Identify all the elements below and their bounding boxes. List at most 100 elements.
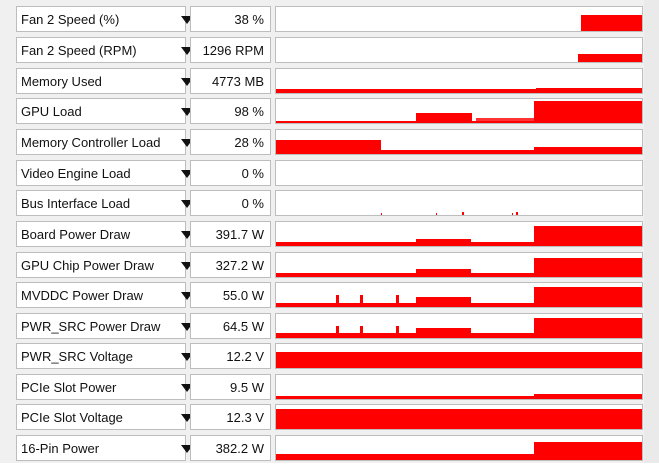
sensor-graph [275,98,643,124]
sensor-label-box: MVDDC Power Draw [16,282,193,308]
sensor-label-box: PWR_SRC Voltage [16,343,193,369]
sensor-row-pwr-src-power-draw: PWR_SRC Power Draw 64.5 W [0,313,659,344]
sensor-graph [275,37,643,63]
sensor-graph [275,435,643,461]
sensor-value: 1296 RPM [202,43,264,58]
sensor-label: GPU Chip Power Draw [21,258,154,273]
sensor-row-bus-interface-load: Bus Interface Load 0 % [0,190,659,221]
scrollbar-track[interactable] [644,0,659,463]
sensor-row-memory-used: Memory Used 4773 MB [0,68,659,99]
sensor-row-memory-controller-load: Memory Controller Load 28 % [0,129,659,160]
sensor-label: PWR_SRC Power Draw [21,319,161,334]
sensor-value-box: 98 % [190,98,271,124]
sensor-label: Board Power Draw [21,227,131,242]
sensor-graph-plot [276,318,642,338]
sensor-row-video-engine-load: Video Engine Load 0 % [0,160,659,191]
sensor-value-box: 9.5 W [190,374,271,400]
sensor-label: PCIe Slot Voltage [21,410,123,425]
sensor-value-box: 0 % [190,160,271,186]
sensor-graph-plot [276,287,642,307]
sensor-value: 38 % [234,12,264,27]
sensor-label: MVDDC Power Draw [21,288,144,303]
sensor-label: Fan 2 Speed (%) [21,12,120,27]
sensor-label-box: Fan 2 Speed (RPM) [16,37,193,63]
sensor-row-16pin-power: 16-Pin Power 382.2 W [0,435,659,466]
sensor-graph-plot [276,161,642,185]
sensor-graph-plot [276,442,642,460]
sensor-label: Memory Used [21,74,102,89]
sensor-graph [275,221,643,247]
sensor-value: 28 % [234,135,264,150]
sensor-graph [275,160,643,186]
sensor-value: 0 % [241,166,264,181]
sensor-value: 12.2 V [226,349,264,364]
sensor-value: 4773 MB [211,74,264,89]
sensor-row-fan2-speed-rpm: Fan 2 Speed (RPM) 1296 RPM [0,37,659,68]
sensor-label-box: Memory Used [16,68,193,94]
sensor-graph [275,313,643,339]
sensor-value-box: 1296 RPM [190,37,271,63]
sensor-graph-plot [276,258,642,277]
sensor-label: PWR_SRC Voltage [21,349,133,364]
sensor-value-box: 28 % [190,129,271,155]
sensor-label: PCIe Slot Power [21,380,117,395]
sensor-row-board-power-draw: Board Power Draw 391.7 W [0,221,659,252]
sensor-label: 16-Pin Power [21,441,100,456]
sensor-graph-plot [276,394,642,399]
sensor-label-box: Bus Interface Load [16,190,193,216]
sensor-value: 55.0 W [222,288,264,303]
sensor-label: GPU Load [21,104,82,119]
sensor-label-box: Memory Controller Load [16,129,193,155]
sensor-value: 0 % [241,196,264,211]
sensor-label-box: PCIe Slot Voltage [16,404,193,430]
sensor-value-box: 38 % [190,6,271,32]
sensor-row-gpu-chip-power-draw: GPU Chip Power Draw 327.2 W [0,252,659,283]
sensor-value-box: 391.7 W [190,221,271,247]
sensor-label-box: PCIe Slot Power [16,374,193,400]
sensor-label: Bus Interface Load [21,196,131,211]
sensor-graph [275,6,643,32]
sensor-row-fan2-speed-percent: Fan 2 Speed (%) 38 % [0,6,659,37]
sensor-label-box: 16-Pin Power [16,435,193,461]
sensor-graph-plot [276,88,642,93]
sensor-row-pcie-slot-voltage: PCIe Slot Voltage 12.3 V [0,404,659,435]
sensor-graph-plot [276,140,642,154]
sensor-graph-plot [381,212,518,215]
sensor-label-box: Video Engine Load [16,160,193,186]
sensor-value-box: 12.3 V [190,404,271,430]
sensor-value: 327.2 W [215,258,264,273]
sensor-value-box: 12.2 V [190,343,271,369]
sensor-graph [275,252,643,278]
sensor-value: 98 % [234,104,264,119]
sensor-graph-plot [276,101,642,123]
sensor-value-box: 64.5 W [190,313,271,339]
sensor-value: 9.5 W [230,380,264,395]
sensor-graph-plot [581,15,642,31]
sensor-value-box: 55.0 W [190,282,271,308]
sensor-label: Fan 2 Speed (RPM) [21,43,137,58]
sensor-row-pwr-src-voltage: PWR_SRC Voltage 12.2 V [0,343,659,374]
sensor-value: 391.7 W [215,227,264,242]
sensor-row-mvddc-power-draw: MVDDC Power Draw 55.0 W [0,282,659,313]
sensor-graph [275,343,643,369]
sensor-value: 382.2 W [215,441,264,456]
sensor-value-box: 327.2 W [190,252,271,278]
sensor-value-box: 4773 MB [190,68,271,94]
sensor-label: Memory Controller Load [21,135,161,150]
sensor-graph [275,282,643,308]
sensor-graph-plot [276,409,642,429]
sensor-value: 12.3 V [226,410,264,425]
sensor-row-gpu-load: GPU Load 98 % [0,98,659,129]
sensor-graph [275,374,643,400]
sensor-graph-plot [276,352,642,368]
sensor-value-box: 0 % [190,190,271,216]
sensor-graph [275,129,643,155]
sensor-row-pcie-slot-power: PCIe Slot Power 9.5 W [0,374,659,405]
sensor-label-box: GPU Load [16,98,193,124]
sensor-label-box: Board Power Draw [16,221,193,247]
sensor-value-box: 382.2 W [190,435,271,461]
sensor-graph-plot [276,226,642,246]
sensor-value: 64.5 W [222,319,264,334]
sensor-label-box: GPU Chip Power Draw [16,252,193,278]
